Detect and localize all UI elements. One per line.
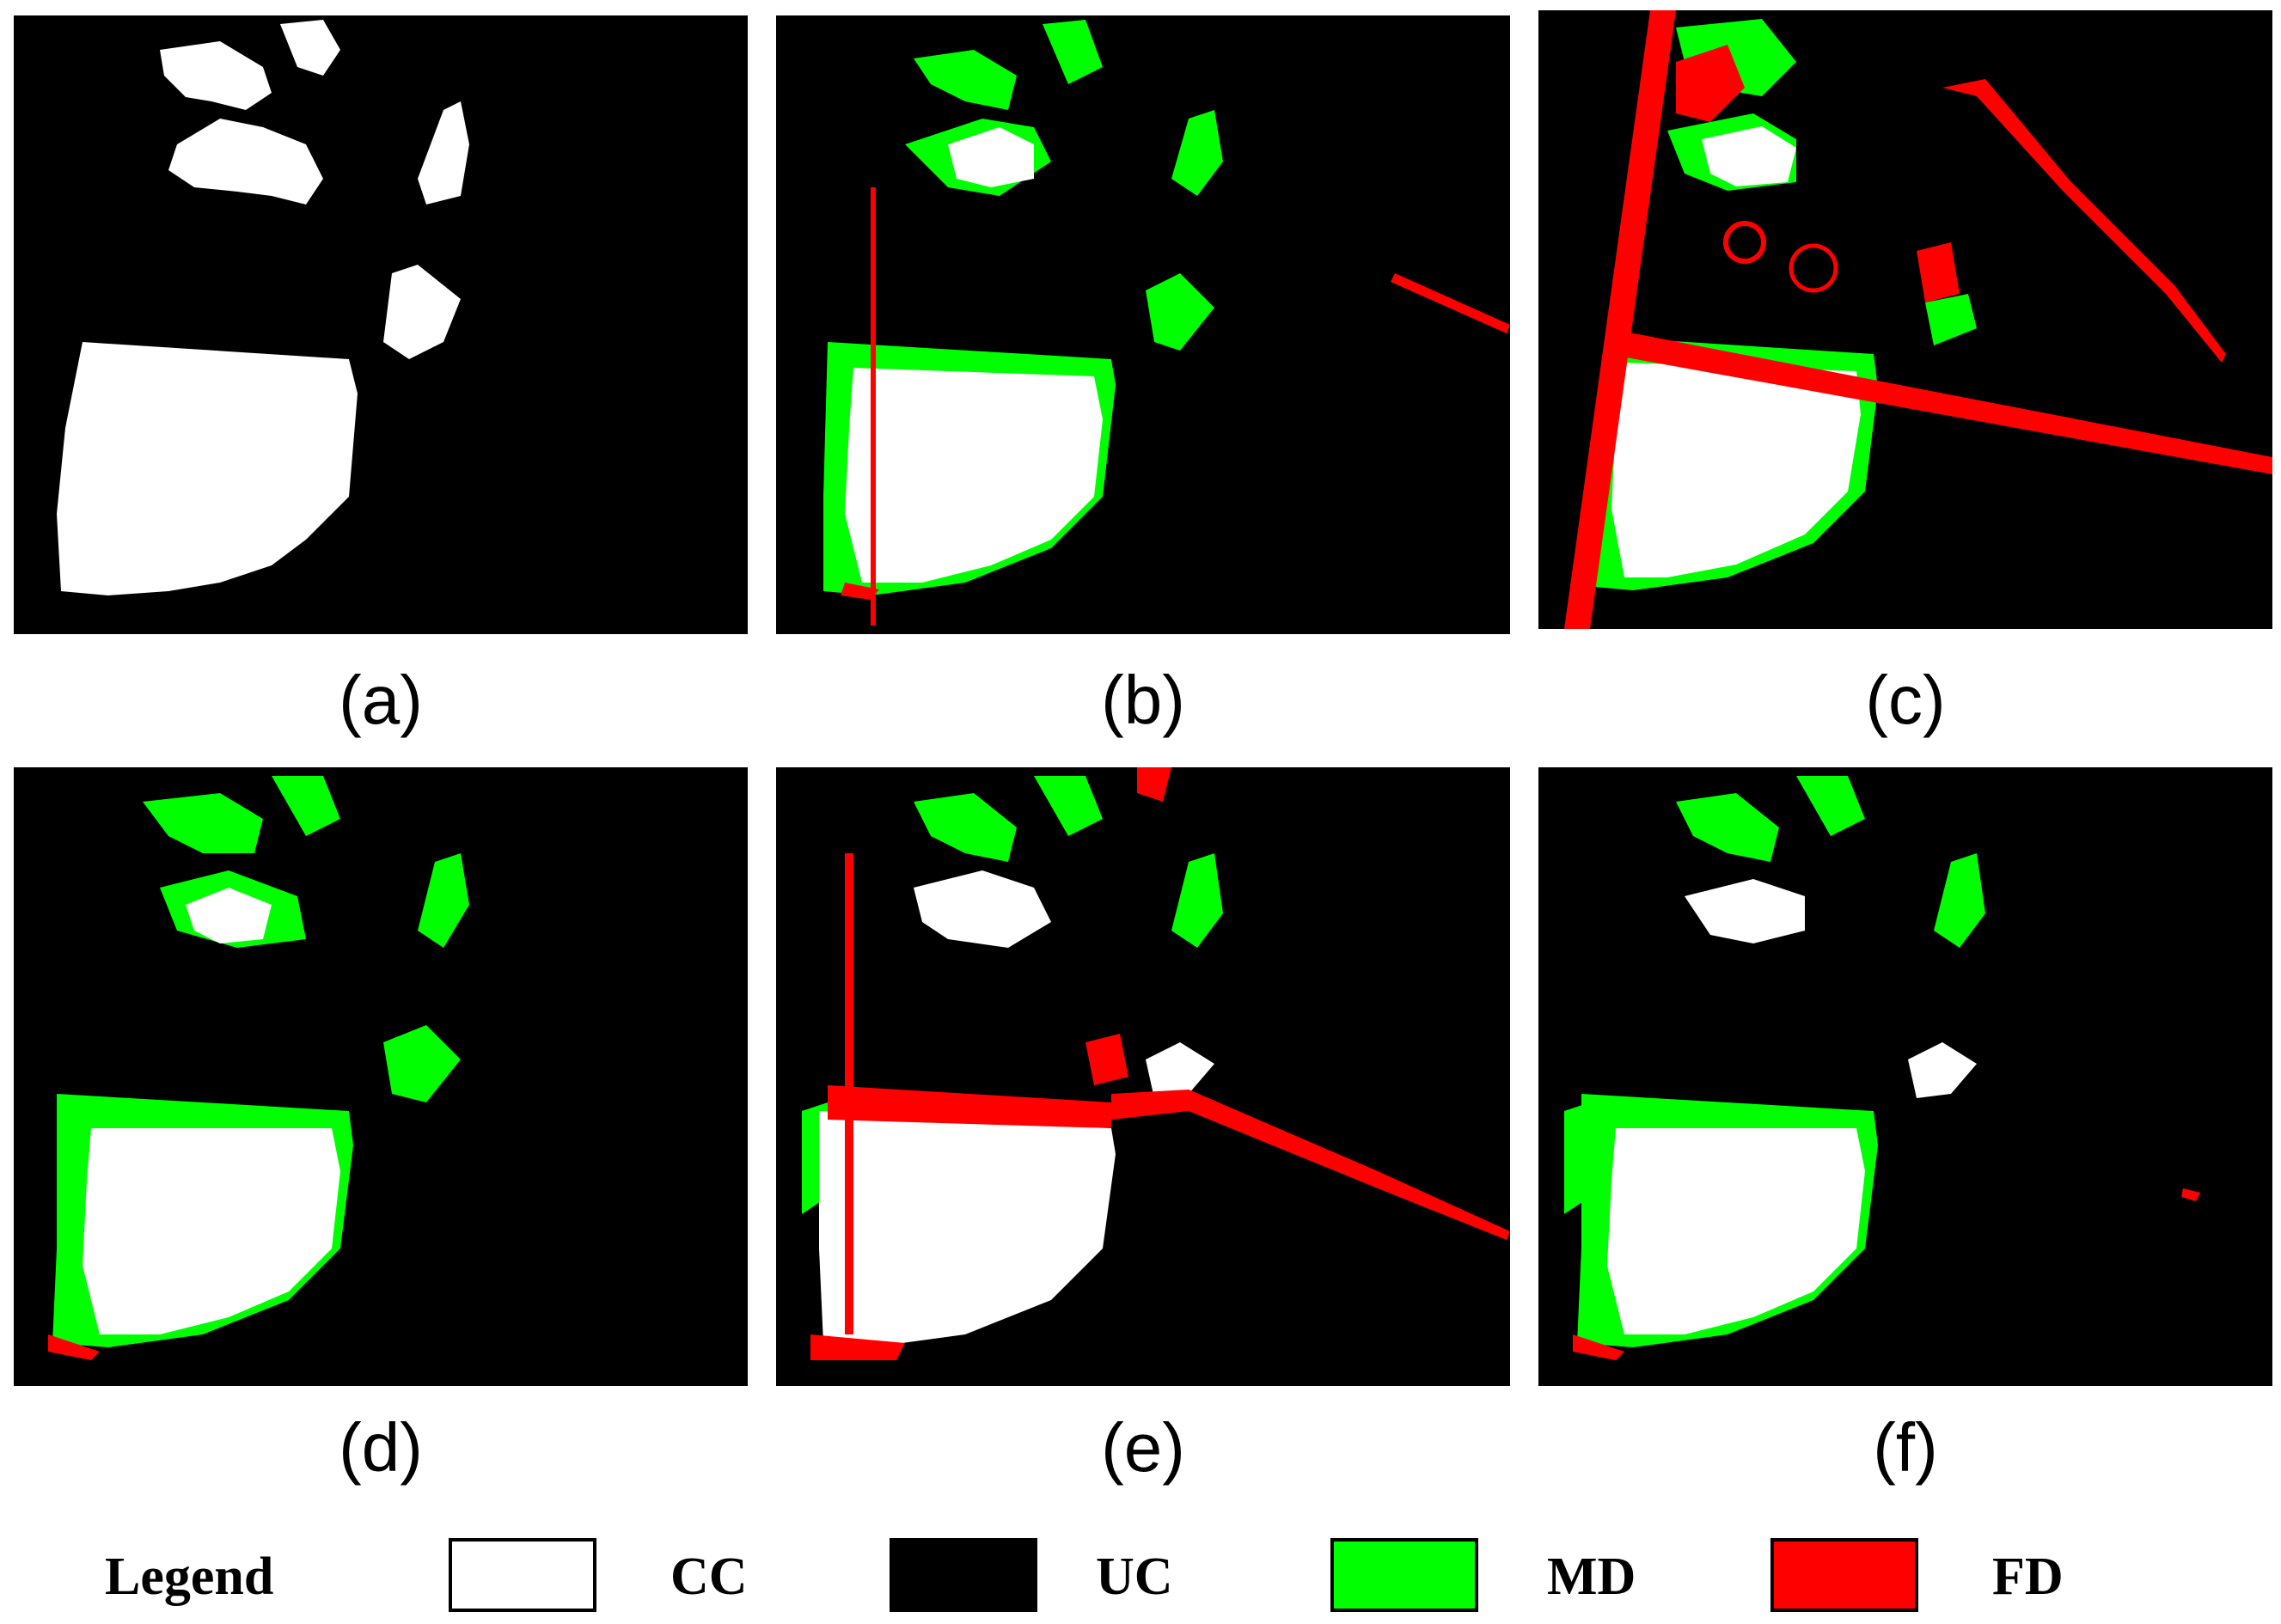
result-map-c — [1564, 10, 2272, 629]
result-map-f — [1564, 776, 2200, 1360]
panel-d-map — [14, 767, 748, 1386]
panel-a-caption: (a) — [339, 662, 423, 738]
result-map-e — [802, 767, 1510, 1360]
result-map-b — [823, 20, 1510, 626]
panel-e-map — [776, 767, 1510, 1386]
panel-b-caption: (b) — [1101, 662, 1185, 738]
panel-b-map — [776, 15, 1510, 634]
legend-swatch-uc — [890, 1538, 1037, 1612]
panel-f-caption: (f) — [1873, 1409, 1938, 1486]
panel-f-map — [1538, 767, 2272, 1386]
legend-label-uc: UC — [1096, 1548, 1173, 1606]
panel-c-caption: (c) — [1865, 662, 1946, 738]
legend-swatch-fd — [1770, 1538, 1918, 1612]
legend-label-cc: CC — [670, 1548, 748, 1606]
panel-d-caption: (d) — [339, 1409, 423, 1486]
panel-a-map — [14, 15, 748, 634]
panel-e-caption: (e) — [1101, 1409, 1185, 1486]
panel-c-map — [1538, 10, 2272, 629]
legend-title: Legend — [105, 1548, 274, 1606]
result-map-d — [48, 776, 469, 1360]
ground-truth-map — [57, 20, 469, 595]
legend-swatch-cc — [449, 1538, 596, 1612]
legend-label-fd: FD — [1992, 1548, 2064, 1606]
legend-label-md: MD — [1547, 1548, 1636, 1606]
legend-swatch-md — [1330, 1538, 1478, 1612]
